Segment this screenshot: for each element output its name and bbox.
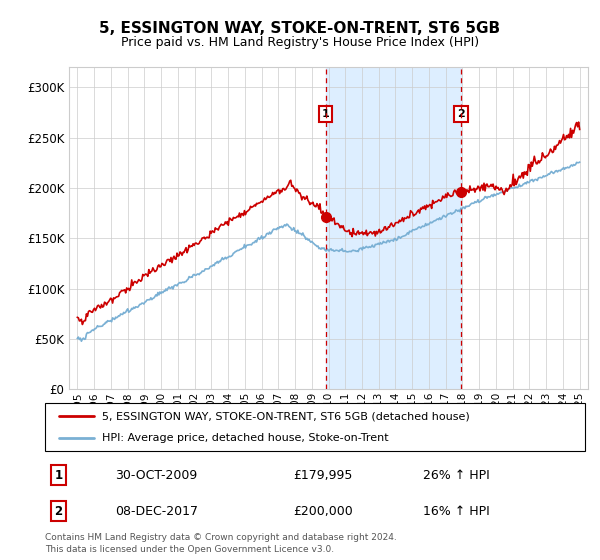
Text: 26% ↑ HPI: 26% ↑ HPI xyxy=(423,469,490,482)
Text: 2: 2 xyxy=(55,505,62,518)
Text: Contains HM Land Registry data © Crown copyright and database right 2024.
This d: Contains HM Land Registry data © Crown c… xyxy=(45,533,397,554)
Text: 30-OCT-2009: 30-OCT-2009 xyxy=(115,469,197,482)
Text: 16% ↑ HPI: 16% ↑ HPI xyxy=(423,505,490,518)
FancyBboxPatch shape xyxy=(45,403,585,451)
Text: 2: 2 xyxy=(457,109,465,119)
Text: 1: 1 xyxy=(55,469,62,482)
Text: HPI: Average price, detached house, Stoke-on-Trent: HPI: Average price, detached house, Stok… xyxy=(101,433,388,443)
Text: 1: 1 xyxy=(322,109,329,119)
Text: 08-DEC-2017: 08-DEC-2017 xyxy=(115,505,198,518)
Text: Price paid vs. HM Land Registry's House Price Index (HPI): Price paid vs. HM Land Registry's House … xyxy=(121,36,479,49)
Text: 5, ESSINGTON WAY, STOKE-ON-TRENT, ST6 5GB: 5, ESSINGTON WAY, STOKE-ON-TRENT, ST6 5G… xyxy=(100,21,500,36)
Text: £200,000: £200,000 xyxy=(293,505,353,518)
Text: 5, ESSINGTON WAY, STOKE-ON-TRENT, ST6 5GB (detached house): 5, ESSINGTON WAY, STOKE-ON-TRENT, ST6 5G… xyxy=(101,411,469,421)
Bar xyxy=(326,67,461,389)
Text: £179,995: £179,995 xyxy=(293,469,353,482)
